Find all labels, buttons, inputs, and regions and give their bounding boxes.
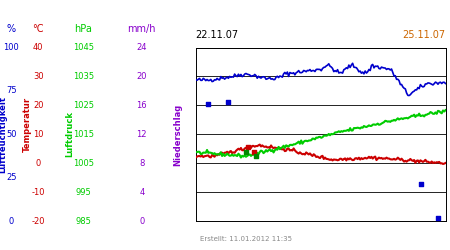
Text: %: %: [7, 24, 16, 34]
Text: 0: 0: [9, 217, 14, 226]
Point: [225, 100, 232, 104]
Text: 16: 16: [136, 101, 147, 110]
Text: 20: 20: [136, 72, 147, 81]
Text: Niederschlag: Niederschlag: [173, 103, 182, 166]
Text: 50: 50: [6, 130, 17, 139]
Text: 995: 995: [76, 188, 91, 197]
Text: 4: 4: [139, 188, 144, 197]
Text: 8: 8: [139, 159, 144, 168]
Point: [252, 154, 259, 158]
Text: 20: 20: [33, 101, 44, 110]
Text: -20: -20: [32, 217, 45, 226]
Text: 25.11.07: 25.11.07: [402, 30, 446, 40]
Text: 100: 100: [4, 43, 19, 52]
Text: 24: 24: [136, 43, 147, 52]
Text: mm/h: mm/h: [127, 24, 156, 34]
Point: [251, 150, 258, 154]
Text: hPa: hPa: [74, 24, 92, 34]
Text: 1005: 1005: [73, 159, 94, 168]
Text: Luftfeuchtigkeit: Luftfeuchtigkeit: [0, 96, 7, 173]
Text: 1015: 1015: [73, 130, 94, 139]
Text: 1025: 1025: [73, 101, 94, 110]
Text: Luftdruck: Luftdruck: [65, 112, 74, 158]
Text: 25: 25: [6, 173, 17, 182]
Point: [245, 146, 252, 150]
Text: Erstellt: 11.01.2012 11:35: Erstellt: 11.01.2012 11:35: [200, 236, 292, 242]
Text: 12: 12: [136, 130, 147, 139]
Point: [417, 182, 424, 186]
Text: 22.11.07: 22.11.07: [196, 30, 239, 40]
Point: [205, 102, 212, 106]
Text: 30: 30: [33, 72, 44, 81]
Text: 0: 0: [139, 217, 144, 226]
Text: 10: 10: [33, 130, 44, 139]
Point: [242, 150, 249, 154]
Text: -10: -10: [32, 188, 45, 197]
Text: Temperatur: Temperatur: [22, 97, 32, 152]
Text: 1045: 1045: [73, 43, 94, 52]
Point: [434, 216, 441, 220]
Text: 985: 985: [75, 217, 91, 226]
Text: 75: 75: [6, 86, 17, 96]
Text: 1035: 1035: [73, 72, 94, 81]
Text: 0: 0: [36, 159, 41, 168]
Text: 40: 40: [33, 43, 44, 52]
Text: °C: °C: [32, 24, 44, 34]
